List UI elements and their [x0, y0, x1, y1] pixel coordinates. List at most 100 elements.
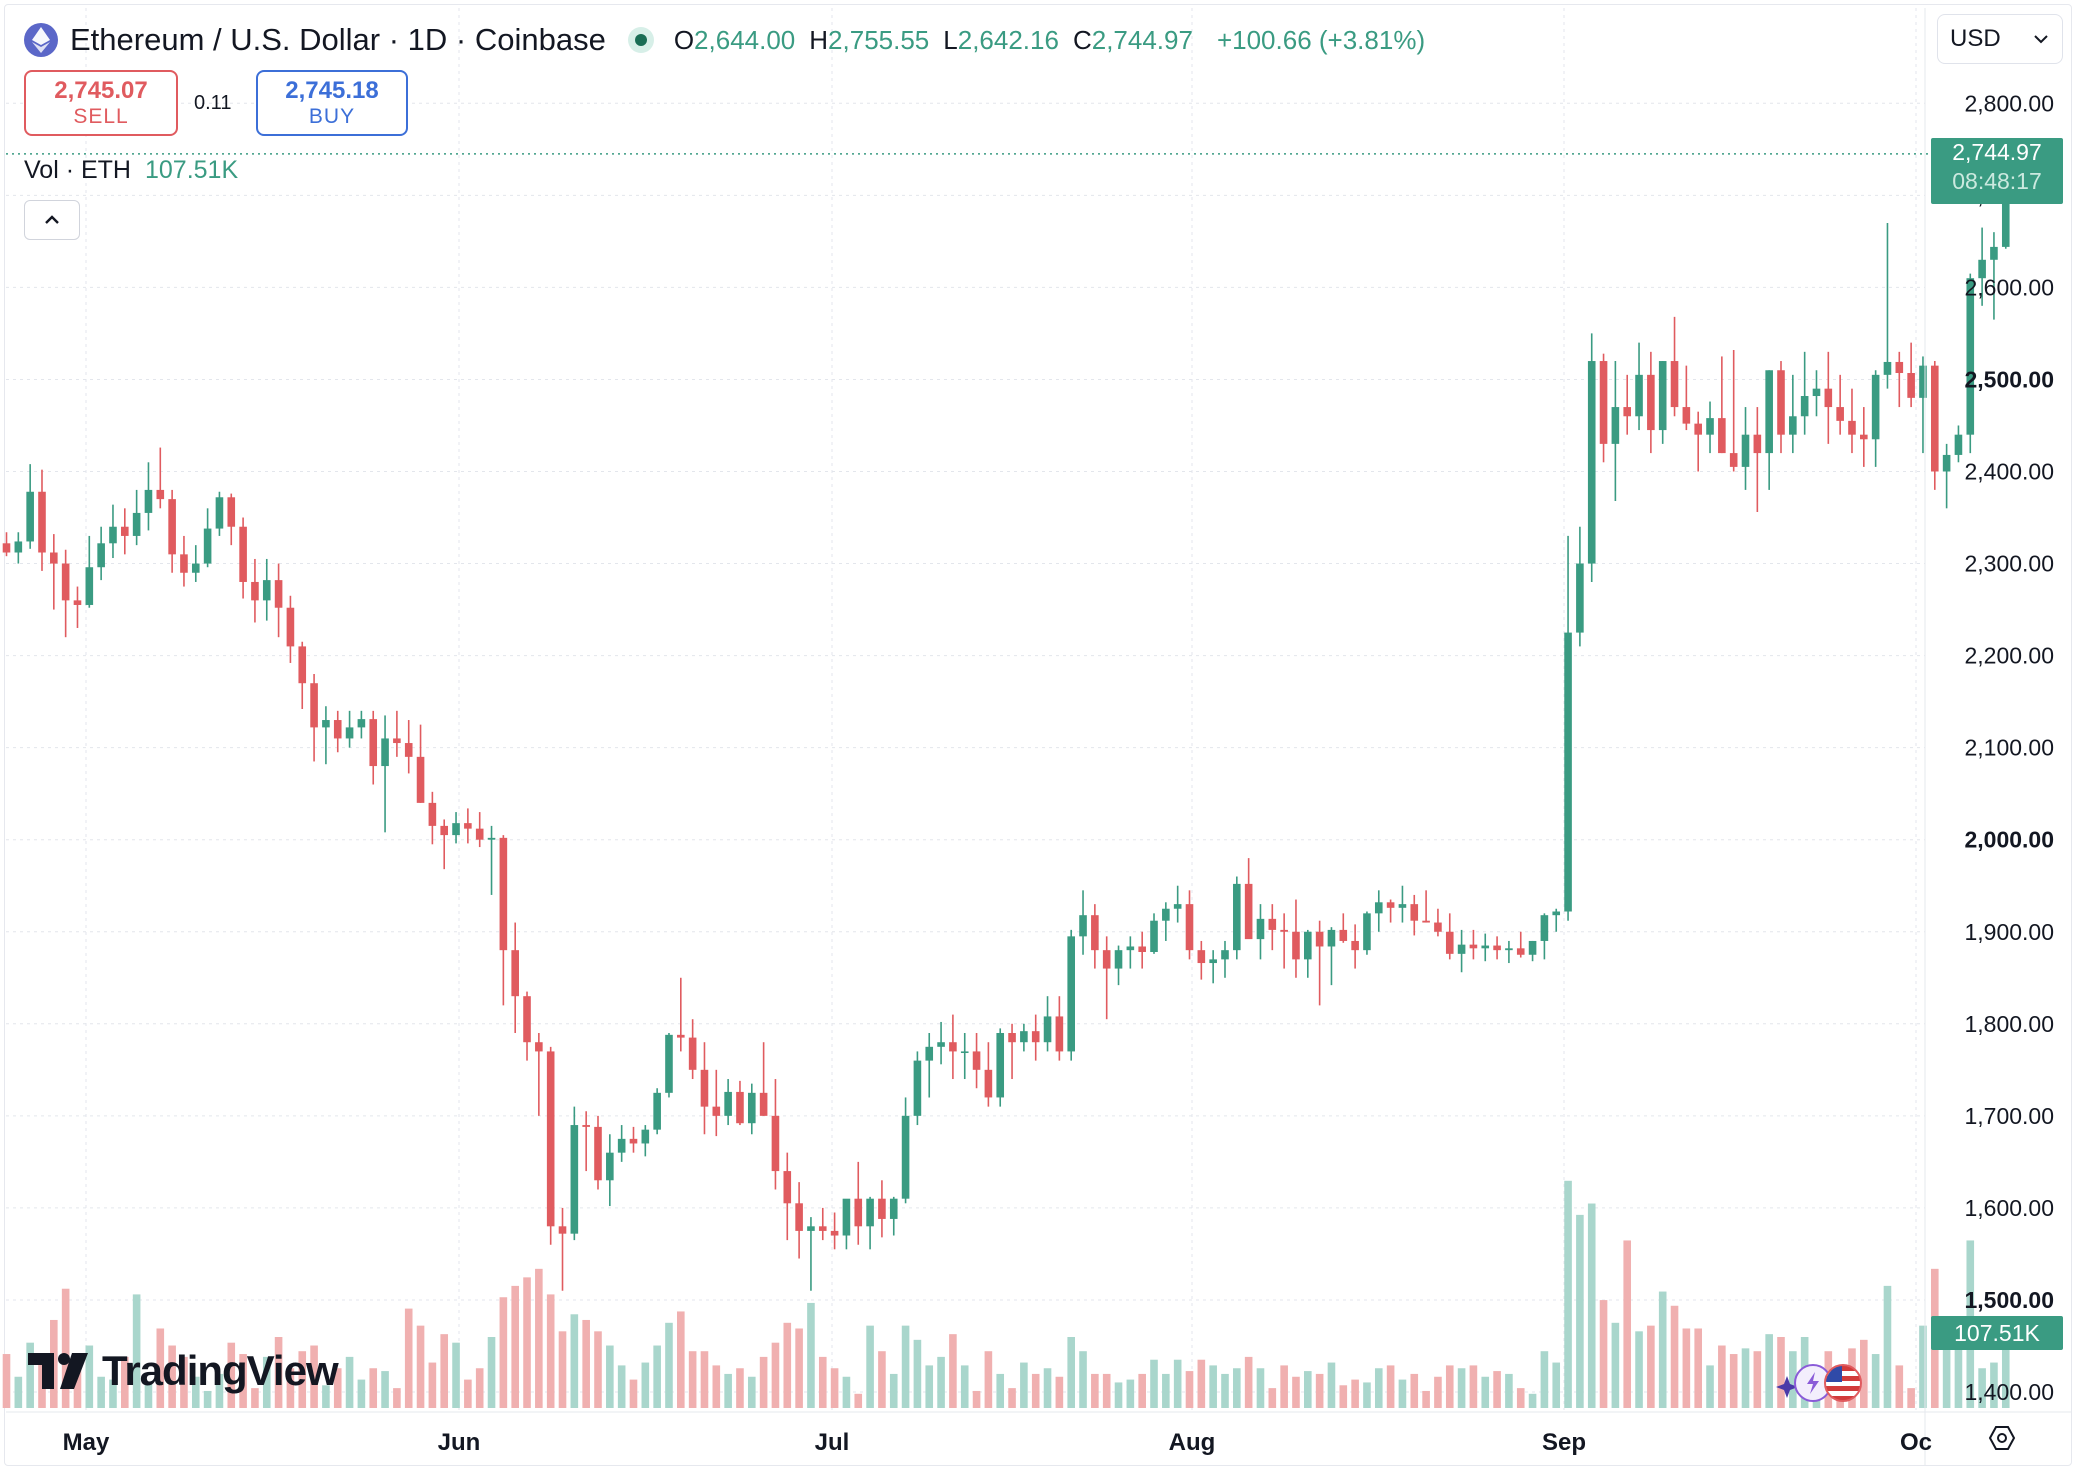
- candle-body: [1611, 407, 1620, 444]
- candle-body: [1800, 396, 1809, 417]
- candle-body: [1351, 940, 1359, 951]
- volume-bar: [1268, 1388, 1277, 1408]
- volume-bar: [1978, 1368, 1986, 1408]
- x-tick-label: Jun: [438, 1429, 481, 1456]
- volume-bar: [1753, 1351, 1762, 1408]
- volume-bar: [227, 1342, 236, 1408]
- volume-bar: [1647, 1325, 1655, 1408]
- volume-bar: [1091, 1373, 1099, 1408]
- candle-body: [239, 526, 247, 582]
- volume-bar: [1292, 1376, 1300, 1408]
- candle: [1481, 933, 1490, 962]
- candle: [1540, 913, 1549, 960]
- candle: [1729, 349, 1738, 472]
- volume-bar: [262, 1356, 271, 1408]
- market-status-icon[interactable]: [627, 27, 654, 53]
- candle: [1256, 904, 1265, 960]
- candle-body: [712, 1106, 721, 1116]
- volume-bar: [1126, 1379, 1135, 1408]
- candle: [1966, 273, 1975, 454]
- candle-body: [535, 1042, 543, 1052]
- candle: [830, 1212, 839, 1250]
- chart-header: Ethereum / U.S. Dollar · 1D · Coinbase O…: [24, 18, 1425, 62]
- candle: [262, 558, 271, 621]
- candle-body: [1221, 950, 1229, 960]
- candle-body: [1410, 904, 1419, 921]
- tradingview-logo[interactable]: TradingView: [28, 1346, 339, 1396]
- volume-bar: [2001, 1337, 2010, 1408]
- currency-select[interactable]: USD: [1937, 14, 2063, 64]
- volume-bar: [61, 1288, 70, 1408]
- candle-body: [1268, 918, 1277, 930]
- volume-bar: [428, 1362, 437, 1408]
- candle-body: [1777, 370, 1785, 435]
- candle-body: [1836, 407, 1844, 421]
- candle: [1599, 353, 1608, 463]
- volume-bar: [156, 1328, 165, 1408]
- buy-button[interactable]: 2,745.18 BUY: [256, 70, 408, 136]
- candle-body: [1469, 944, 1478, 949]
- volume-bar: [97, 1376, 105, 1408]
- volume-bar: [1505, 1373, 1513, 1408]
- candle-body: [617, 1138, 626, 1153]
- symbol-title[interactable]: Ethereum / U.S. Dollar · 1D · Coinbase: [70, 22, 606, 57]
- candle-body: [1020, 1031, 1028, 1043]
- volume-legend[interactable]: Vol · ETH 107.51K: [24, 156, 238, 185]
- candle-body: [1315, 931, 1324, 947]
- candle: [1954, 425, 1963, 463]
- tradingview-mark-icon: [28, 1353, 88, 1389]
- volume-bar: [511, 1285, 519, 1408]
- candle-body: [452, 823, 460, 836]
- candle: [665, 1033, 673, 1098]
- candle-body: [428, 802, 437, 826]
- candle-body: [1824, 388, 1833, 408]
- volume-bar: [322, 1385, 330, 1408]
- volume-bar: [73, 1368, 82, 1408]
- chart-events[interactable]: [1774, 1364, 1874, 1402]
- volume-bar: [1386, 1365, 1395, 1408]
- candle: [227, 493, 236, 546]
- y-tick-label: 1,800.00: [1964, 1011, 2054, 1037]
- candle: [1765, 370, 1773, 490]
- candle: [1304, 929, 1312, 978]
- candle-body: [878, 1198, 886, 1219]
- candle-body: [1718, 418, 1726, 454]
- candle-body: [227, 497, 236, 527]
- collapse-legend-button[interactable]: [24, 200, 80, 240]
- candle-body: [345, 727, 354, 739]
- candle-body: [1162, 908, 1170, 921]
- volume-bar: [1599, 1300, 1608, 1408]
- sell-button[interactable]: 2,745.07 SELL: [24, 70, 178, 136]
- candle-body: [1138, 946, 1146, 953]
- chart-frame: [4, 4, 2072, 1466]
- candle: [1079, 890, 1087, 955]
- candle: [1020, 1023, 1028, 1052]
- volume-bar: [1564, 1180, 1572, 1408]
- candle-body: [1481, 945, 1490, 949]
- candle-body: [1990, 246, 1998, 260]
- candle: [298, 641, 307, 709]
- candle-body: [724, 1091, 732, 1116]
- candle-body: [1587, 361, 1596, 564]
- candle: [1339, 913, 1348, 943]
- volume-bar: [1871, 1354, 1880, 1408]
- candle-body: [629, 1138, 638, 1144]
- candle-body: [14, 541, 23, 553]
- candle-body: [26, 491, 34, 542]
- y-tick-label: 1,900.00: [1964, 919, 2054, 945]
- candle: [1197, 940, 1206, 980]
- us-flag-event-icon[interactable]: [1824, 1364, 1862, 1402]
- candle: [1292, 899, 1300, 978]
- candle: [1102, 936, 1111, 1020]
- candle-body: [310, 683, 318, 728]
- candle: [1564, 535, 1572, 921]
- candle-body: [889, 1198, 898, 1219]
- candle-body: [1091, 915, 1099, 951]
- chart-settings-button[interactable]: [1986, 1422, 2018, 1454]
- volume-bar: [1339, 1385, 1348, 1408]
- y-tick-label: 1,600.00: [1964, 1195, 2054, 1221]
- candle: [1091, 904, 1099, 969]
- candle-body: [1694, 423, 1702, 435]
- candle: [180, 535, 188, 587]
